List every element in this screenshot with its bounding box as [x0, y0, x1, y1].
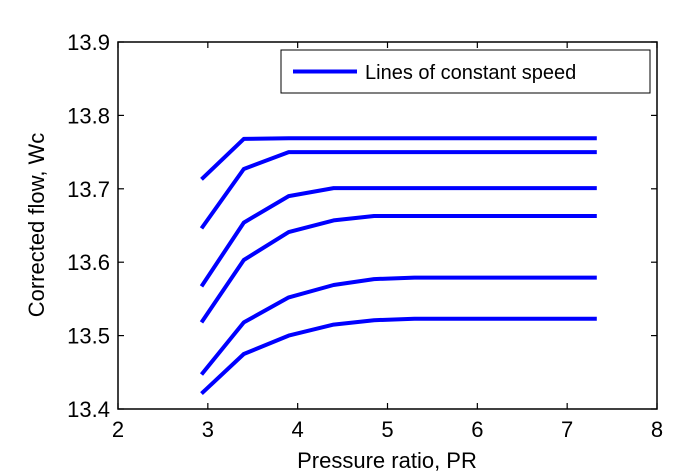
- y-tick-label: 13.6: [67, 250, 110, 275]
- x-tick-label: 3: [202, 417, 214, 442]
- y-tick-label: 13.4: [67, 397, 110, 422]
- line-chart: 2 3 4 5 6 7 8 13.4 13.5 13.6 13.7 13.8 13.9 Pressure…: [0, 0, 699, 474]
- legend-entry-label: Lines of constant speed: [365, 62, 576, 84]
- x-tick-label: 7: [561, 417, 573, 442]
- legend: Lines of constant speed: [281, 50, 650, 93]
- plot-area: [118, 42, 657, 409]
- y-axis-label: Corrected flow, Wc: [24, 133, 49, 318]
- x-axis-label: Pressure ratio, PR: [297, 448, 477, 473]
- y-tick-label: 13.5: [67, 324, 110, 349]
- y-tick-label: 13.9: [67, 30, 110, 55]
- x-tick-label: 6: [471, 417, 483, 442]
- x-tick-label: 8: [651, 417, 663, 442]
- x-tick-label: 4: [292, 417, 304, 442]
- y-tick-label: 13.7: [67, 177, 110, 202]
- x-tick-label: 5: [381, 417, 393, 442]
- x-tick-label: 2: [112, 417, 124, 442]
- y-tick-label: 13.8: [67, 103, 110, 128]
